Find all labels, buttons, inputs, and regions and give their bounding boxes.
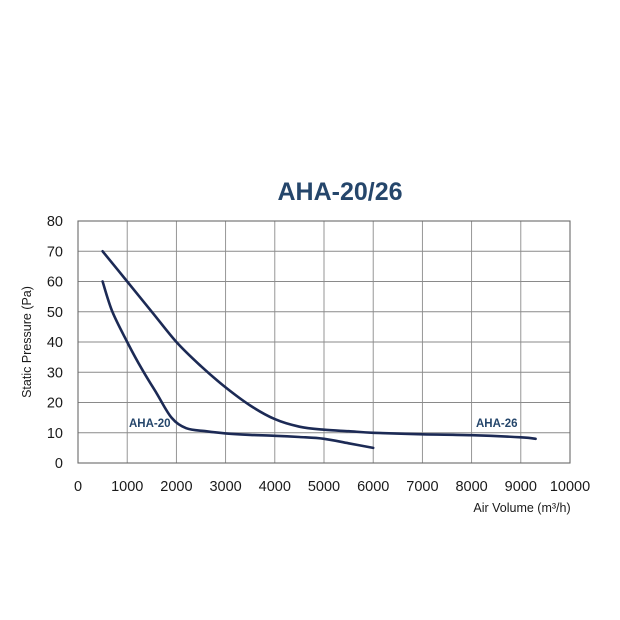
plot-frame [77, 220, 571, 464]
y-tick-label: 50 [47, 305, 63, 321]
series-label-aha-20: AHA-20 [129, 418, 171, 430]
y-tick-label: 10 [47, 426, 63, 442]
x-tick-label: 0 [74, 479, 82, 495]
y-tick-label: 20 [47, 396, 63, 412]
x-tick-label: 8000 [455, 479, 487, 495]
x-tick-label: 4000 [259, 479, 291, 495]
y-tick-label: 30 [47, 365, 63, 381]
x-tick-label: 3000 [209, 479, 241, 495]
series-group: AHA-20 AHA-26 [101, 250, 537, 450]
x-tick-label: 9000 [505, 479, 537, 495]
series-label-aha-26: AHA-26 [476, 418, 518, 430]
y-tick-label: 60 [47, 275, 63, 291]
x-tick-label: 7000 [406, 479, 438, 495]
x-tick-label: 2000 [160, 479, 192, 495]
x-tick-label: 10000 [550, 479, 590, 495]
chart-title: AHA-20/26 [277, 178, 402, 206]
y-tick-label: 40 [47, 335, 63, 351]
x-tick-label: 5000 [308, 479, 340, 495]
x-tick-label: 1000 [111, 479, 143, 495]
y-axis-label: Static Pressure (Pa) [20, 286, 34, 398]
x-tick-label: 6000 [357, 479, 389, 495]
y-tick-label: 0 [55, 456, 63, 472]
y-tick-label: 70 [47, 244, 63, 260]
axis-ticks: 0 1000 2000 3000 4000 5000 6000 7000 8000 9000 100… [47, 214, 590, 495]
y-tick-label: 80 [47, 214, 63, 230]
series-line-aha-26 [101, 250, 537, 441]
x-axis-label: Air Volume (m³/h) [473, 501, 570, 515]
plot-grid [77, 220, 571, 464]
series-line-aha-20 [101, 280, 375, 450]
